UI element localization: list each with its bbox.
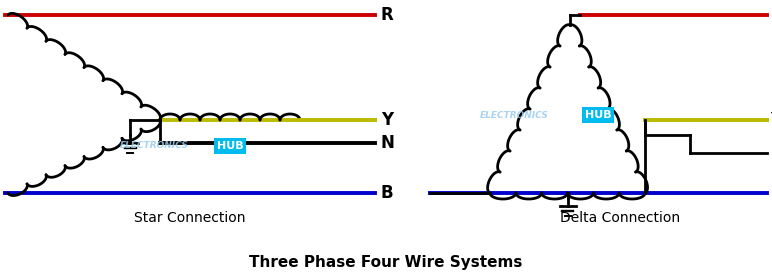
Text: HUB: HUB [217,141,243,151]
Text: Delta Connection: Delta Connection [560,211,680,225]
Text: HUB: HUB [584,110,611,120]
Text: ELECTRONICS: ELECTRONICS [120,142,189,150]
Text: Three Phase Four Wire Systems: Three Phase Four Wire Systems [249,254,523,269]
Text: Star Connection: Star Connection [134,211,245,225]
Text: Y: Y [770,111,772,129]
Text: R: R [770,6,772,24]
Text: B: B [381,184,394,202]
Text: B: B [770,184,772,202]
Text: N: N [770,144,772,162]
Text: ELECTRONICS: ELECTRONICS [480,110,549,120]
Text: Y: Y [381,111,393,129]
Text: R: R [381,6,394,24]
Text: N: N [381,134,394,152]
